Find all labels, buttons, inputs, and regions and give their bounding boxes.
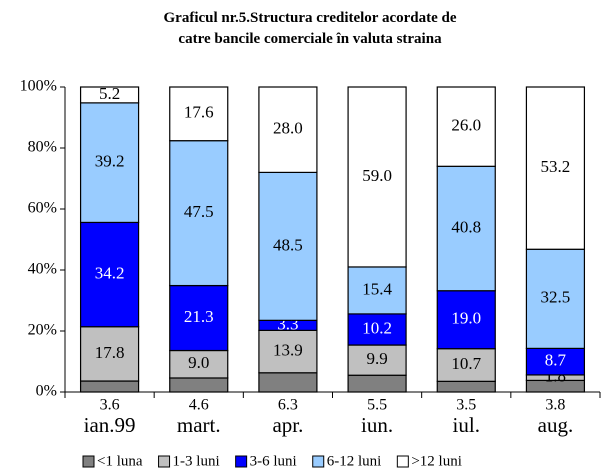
bar-segment [169, 349, 229, 379]
y-tick-label: 40% [28, 261, 57, 278]
x-tick-label: apr. [272, 413, 303, 437]
bar-segment [347, 374, 407, 393]
data-label: 48.5 [273, 235, 303, 254]
x-tick-label: iun. [361, 413, 393, 437]
data-label: 34.2 [95, 263, 125, 282]
data-label: 4.6 [189, 397, 209, 414]
legend-swatch [396, 455, 409, 468]
bar-segment [436, 86, 496, 167]
x-tick-label: ian.99 [84, 413, 136, 437]
legend-label: >12 luni [411, 453, 462, 469]
x-tick-label: iul. [453, 413, 480, 437]
bar-segment [258, 171, 318, 321]
bar-segment [525, 347, 586, 376]
bar-segment [169, 86, 229, 142]
bar-segment [169, 284, 229, 352]
data-label: 9.0 [188, 353, 209, 372]
x-tick-label: aug. [538, 413, 574, 437]
bar-segment [79, 326, 140, 382]
bar-segment [79, 221, 140, 328]
data-label: 17.6 [184, 103, 214, 122]
data-label: 8.7 [545, 351, 567, 370]
data-label: 6.3 [278, 397, 298, 414]
data-label: 15.4 [362, 279, 392, 298]
bar-segment [79, 380, 140, 393]
data-label: 47.5 [184, 202, 214, 221]
legend-swatch [82, 455, 95, 468]
data-label: 19.0 [451, 309, 481, 328]
data-label: 28.0 [273, 119, 303, 138]
bar-segment [79, 102, 140, 224]
data-label: 40.8 [451, 217, 481, 236]
legend-swatch [312, 455, 325, 468]
y-tick-label: 20% [28, 322, 57, 339]
data-label: 5.5 [367, 397, 387, 414]
data-label: 10.7 [451, 354, 481, 373]
legend-label: 6-12 luni [327, 453, 382, 469]
data-label: 13.9 [273, 340, 303, 359]
data-label: 32.5 [541, 288, 571, 307]
data-label: 3.8 [545, 397, 565, 414]
data-label: 59.0 [362, 166, 392, 185]
legend-label: <1 luna [97, 453, 143, 469]
legend-label: 3-6 luni [250, 453, 297, 469]
data-label: 39.2 [95, 152, 125, 171]
legend-swatch [158, 455, 171, 468]
bar-segment [525, 248, 586, 349]
y-tick-label: 0% [36, 383, 57, 400]
data-label: 26.0 [451, 116, 481, 135]
data-label: 10.2 [362, 318, 392, 337]
bar-segment [258, 86, 318, 174]
bar-segment [436, 165, 496, 292]
bar-segment [347, 344, 407, 376]
bar-segment [436, 380, 496, 393]
bar-segment [347, 266, 407, 315]
x-tick-label: mart. [177, 413, 221, 437]
bar-segment [347, 313, 407, 346]
data-label: 21.3 [184, 307, 214, 326]
y-tick-label: 60% [28, 200, 57, 217]
bar-segment [525, 86, 586, 250]
bar-segment [258, 329, 318, 374]
legend-swatch [235, 455, 248, 468]
y-tick-label: 80% [28, 139, 57, 156]
data-label: 53.2 [541, 157, 571, 176]
bar-segment [436, 348, 496, 382]
data-label: 9.9 [366, 349, 387, 368]
data-label: 17.8 [95, 343, 125, 362]
bar-segment [347, 86, 407, 268]
data-label: 3.6 [100, 397, 120, 414]
legend-label: 1-3 luni [173, 453, 220, 469]
bar-segment [258, 372, 318, 393]
bar-segment [79, 86, 140, 104]
bar-segment [169, 377, 229, 393]
data-label: 3.5 [456, 397, 476, 414]
chart-title: Graficul nr.5.Structura creditelor acord… [163, 10, 457, 47]
data-label: 5.2 [99, 84, 120, 103]
y-tick-label: 100% [20, 78, 57, 95]
